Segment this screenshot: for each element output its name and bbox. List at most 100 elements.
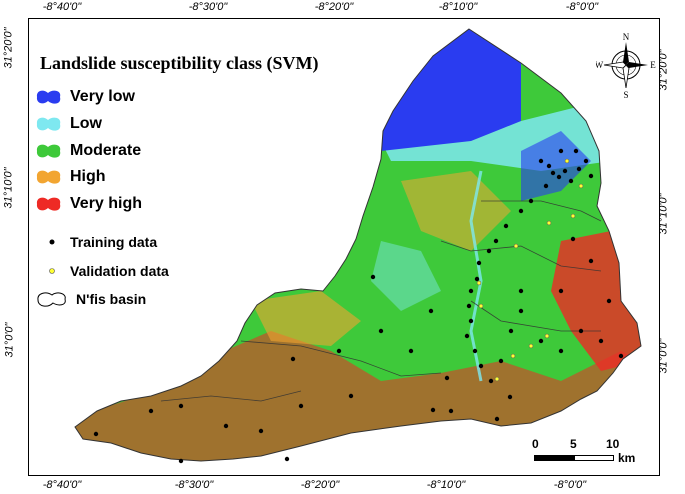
training-point [466,303,472,309]
validation-point [476,280,482,286]
scale-segment-dark [534,455,574,461]
compass-e: E [650,60,656,70]
training-point [507,394,513,400]
bottom-tick-label: -8°20'0" [300,479,340,491]
river-channel [469,170,483,382]
validation-point [546,220,552,226]
north-arrow-icon: N S W E [595,30,657,100]
training-point [290,356,296,362]
training-point [448,408,454,414]
legend-label: N'fis basin [76,291,147,307]
legend-item-moderate: Moderate [34,140,141,162]
very-high-zone-east [551,231,641,371]
legend-item-validation: Validation data [40,260,169,282]
training-point [606,298,612,304]
high-zone-center [401,171,511,251]
training-point [498,358,504,364]
validation-point [528,343,534,349]
training-point [488,378,494,384]
legend-item-training: Training data [40,231,157,253]
moderate-swatch-icon [36,144,61,158]
legend-item-very-high: Very high [34,193,142,215]
training-point [546,163,552,169]
compass-s: S [623,90,628,100]
training-point [558,148,564,154]
basin-outline-icon [37,292,66,307]
legend-label: High [70,168,106,185]
training-point [543,183,549,189]
training-point [258,428,264,434]
susceptibility-map[interactable] [29,19,660,476]
training-point [570,236,576,242]
compass-n: N [623,32,630,42]
training-point [93,431,99,437]
training-point [486,248,492,254]
training-point [474,276,480,282]
legend-label: Very high [70,195,143,212]
training-point [558,288,564,294]
scale-label: 5 [570,437,577,451]
top-tick-label: -8°30'0" [188,1,228,13]
training-point [562,168,568,174]
legend-label: Training data [70,234,158,250]
training-point [556,174,562,180]
high-swatch-icon [36,170,61,184]
top-tick-label: -8°20'0" [314,1,354,13]
validation-point [494,376,500,382]
very-low-swatch-icon [36,90,61,104]
legend-label: Moderate [70,142,142,159]
training-point [518,308,524,314]
legend-label: Low [70,115,102,132]
training-point [430,407,436,413]
training-point [468,288,474,294]
validation-points [476,158,584,382]
validation-point [513,243,519,249]
nfis-basin-boundary [74,28,642,462]
legend-item-very-low: Very low [34,86,135,108]
training-point [528,198,534,204]
training-point [370,274,376,280]
training-point [178,458,184,464]
left-tick-label: 31°20'0" [2,27,15,69]
low-zone-center [371,241,441,311]
training-point-icon [49,239,55,245]
compass-w: W [596,60,604,70]
training-points [93,148,624,464]
legend-title: Landslide susceptibility class (SVM) [40,53,319,73]
training-point [503,223,509,229]
legend-label: Very low [70,88,135,105]
scale-label: 0 [532,437,539,451]
training-point [538,338,544,344]
training-point [588,258,594,264]
training-point [478,363,484,369]
training-point [576,166,582,172]
training-point [468,318,474,324]
very-low-zone [381,29,521,151]
top-tick-label: -8°10'0" [438,1,478,13]
top-tick-label: -8°40'0" [42,1,82,13]
training-point [568,178,574,184]
training-point [598,338,604,344]
training-point [408,348,414,354]
training-point [298,403,304,409]
training-point [336,348,342,354]
bottom-tick-label: -8°40'0" [42,479,82,491]
scale-label: 10 [606,437,620,451]
training-point [476,260,482,266]
scale-unit: km [618,451,636,465]
training-point [518,288,524,294]
validation-point [478,303,484,309]
training-point [583,158,589,164]
training-point [518,208,524,214]
training-point [178,403,184,409]
left-tick-label: 31°0'0" [3,322,16,358]
training-point [578,328,584,334]
bottom-tick-label: -8°30'0" [174,479,214,491]
very-high-swatch-icon [36,197,61,211]
low-swatch-icon [36,117,61,131]
training-point [618,353,624,359]
bottom-tick-label: -8°10'0" [426,479,466,491]
validation-point [570,213,576,219]
scale-segment-light [574,455,614,461]
training-point [538,158,544,164]
